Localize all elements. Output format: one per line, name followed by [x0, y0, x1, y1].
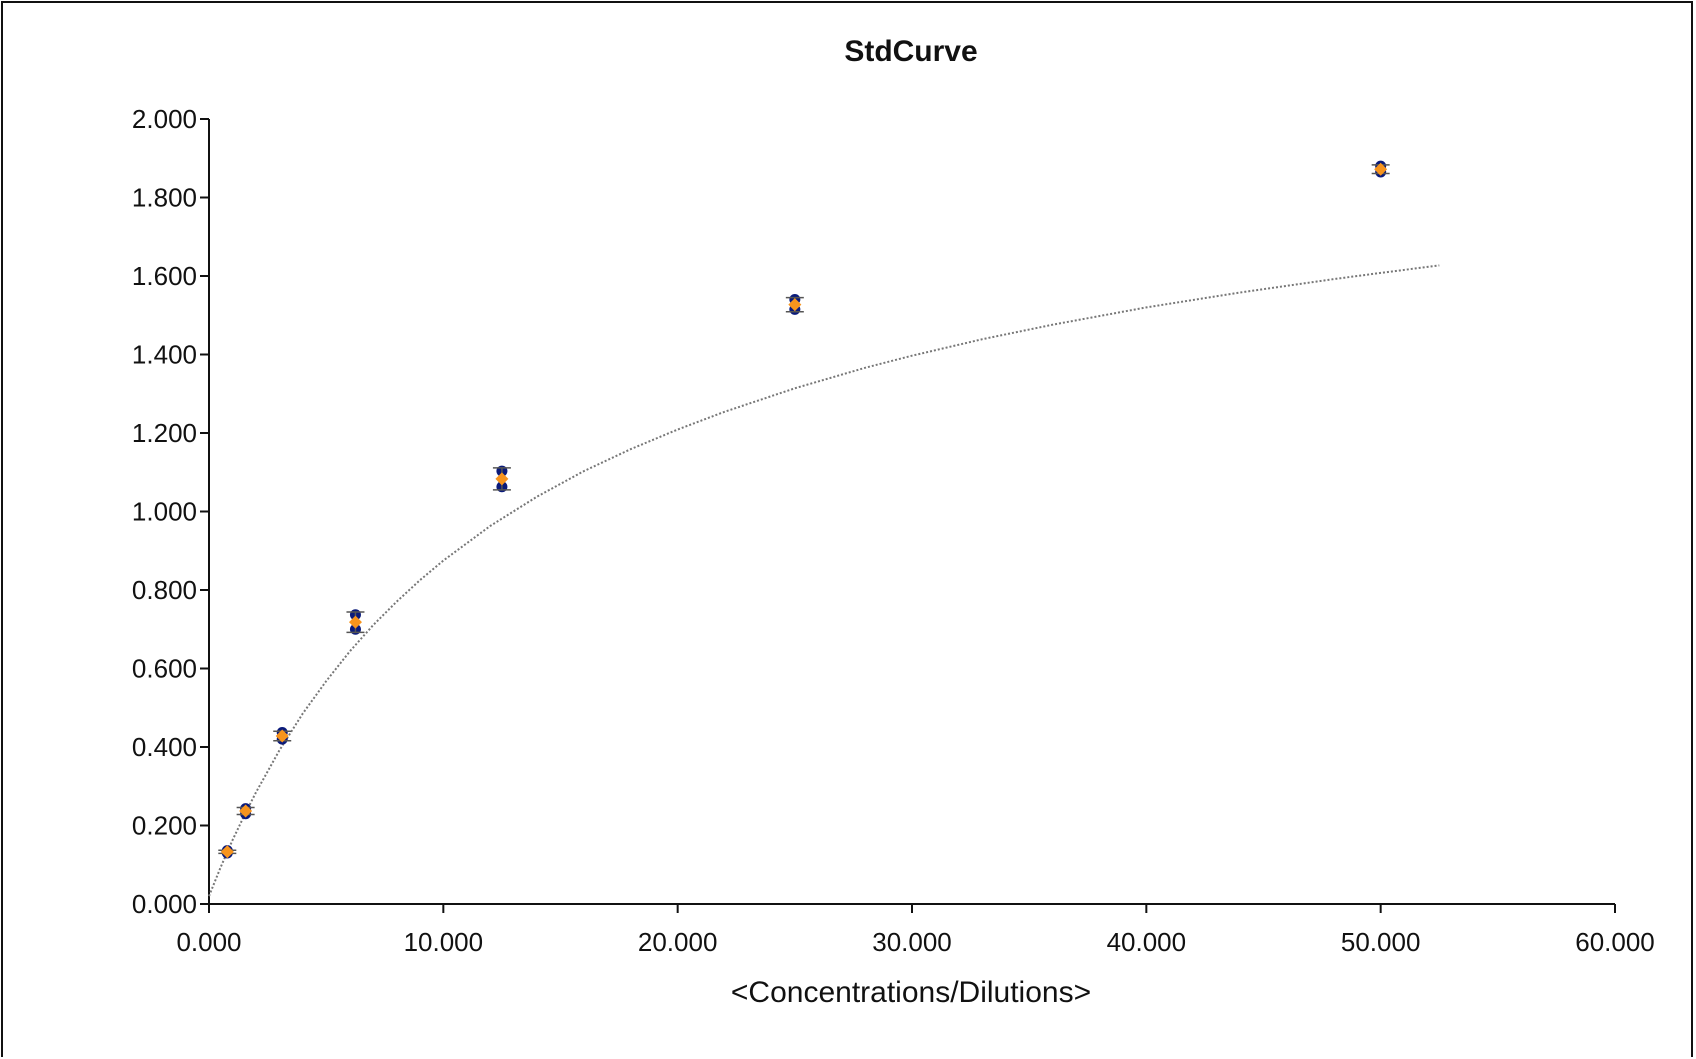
fit-curve: [208, 264, 1440, 897]
y-tick-label: 0.400: [132, 732, 197, 762]
mean-point: [220, 845, 234, 859]
y-tick-label: 1.800: [132, 183, 197, 213]
y-tick-label: 0.800: [132, 575, 197, 605]
chart-title: StdCurve: [844, 35, 977, 68]
std-curve-chart: StdCurve 0.000 0.200 0.400 0.600 0.800 1.000 1…: [132, 35, 1655, 1009]
x-tick-label: 10.000: [404, 927, 484, 957]
y-tick-label: 0.200: [132, 811, 197, 841]
y-tick-label: 0.000: [132, 889, 197, 919]
y-tick-label: 1.000: [132, 497, 197, 527]
x-tick-label: 0.000: [176, 927, 241, 957]
x-tick-label: 40.000: [1107, 927, 1187, 957]
mean-point: [275, 729, 289, 743]
mean-point: [1374, 162, 1388, 176]
y-tick-label: 1.200: [132, 418, 197, 448]
plot-area: 0.000 0.200 0.400 0.600 0.800 1.000 1.200 1.400…: [132, 104, 1655, 957]
y-tick-label: 2.000: [132, 104, 197, 134]
mean-point: [239, 804, 253, 818]
y-tick-label: 0.600: [132, 654, 197, 684]
x-tick-label: 30.000: [872, 927, 952, 957]
mean-point: [348, 615, 362, 629]
y-tick-label: 1.600: [132, 261, 197, 291]
mean-point: [495, 472, 509, 486]
x-tick-label: 50.000: [1341, 927, 1421, 957]
x-tick-label: 20.000: [638, 927, 718, 957]
x-axis-title: <Concentrations/Dilutions>: [731, 976, 1091, 1009]
y-tick-label: 1.400: [132, 340, 197, 370]
x-tick-label: 60.000: [1575, 927, 1655, 957]
mean-point: [788, 298, 802, 312]
